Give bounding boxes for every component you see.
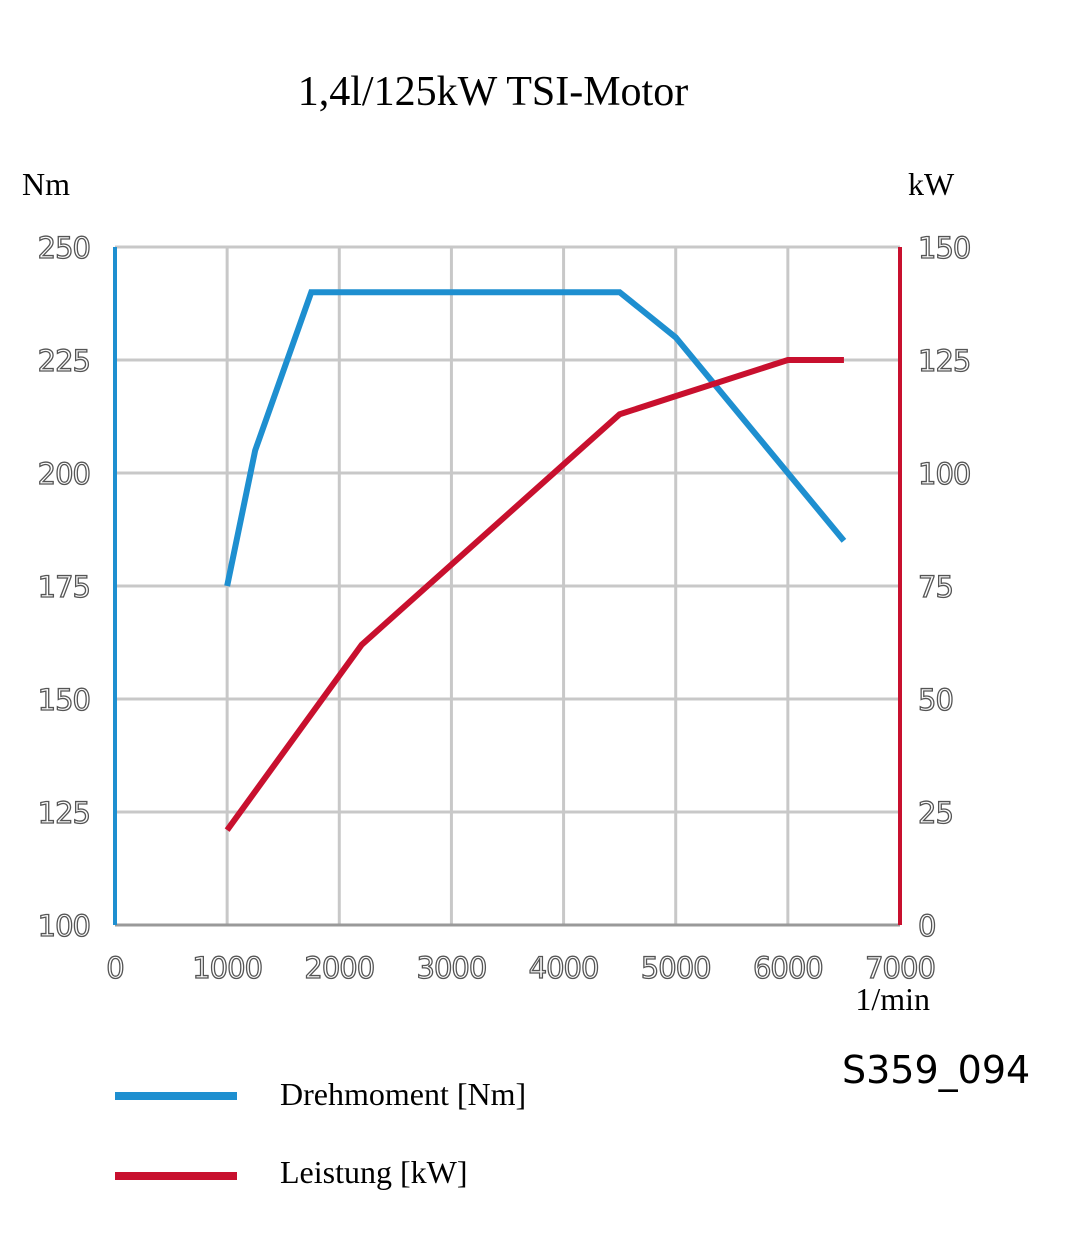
- y-right-tick-label: 75: [918, 570, 953, 604]
- x-tick-label: 6000: [753, 951, 823, 985]
- y-right-tick-label: 125: [918, 344, 970, 378]
- y-right-tick-label: 25: [918, 796, 953, 830]
- figure-id: S359_094: [842, 1048, 1030, 1092]
- y-left-tick-label: 100: [38, 909, 90, 943]
- y-left-label: Nm: [22, 166, 70, 202]
- y-left-tick-label: 200: [38, 457, 90, 491]
- torque-line: [224, 289, 847, 587]
- y-right-tick-label: 100: [918, 457, 970, 491]
- y-left-tick-label: 175: [38, 570, 90, 604]
- x-tick-label: 4000: [529, 951, 599, 985]
- x-tick-label: 7000: [865, 951, 935, 985]
- x-tick-label: 2000: [304, 951, 374, 985]
- y-left-tick-label: 250: [38, 231, 90, 265]
- x-tick-label: 1000: [192, 951, 262, 985]
- chart-title: 1,4l/125kW TSI-Motor: [298, 69, 688, 115]
- y-left-tick-label: 150: [38, 683, 90, 717]
- x-axis-label: 1/min: [855, 981, 930, 1017]
- y-right-tick-label: 150: [918, 231, 970, 265]
- y-right-tick-label: 50: [918, 683, 953, 717]
- x-tick-label: 5000: [641, 951, 711, 985]
- legend-label-power: Leistung [kW]: [280, 1154, 468, 1190]
- y-right-label: kW: [908, 166, 955, 202]
- x-tick-label: 0: [106, 951, 123, 985]
- y-left-tick-label: 125: [38, 796, 90, 830]
- power-line: [224, 357, 844, 832]
- y-right-tick-label: 0: [918, 909, 935, 943]
- y-left-tick-label: 225: [38, 344, 90, 378]
- x-tick-label: 3000: [417, 951, 487, 985]
- legend-label-torque: Drehmoment [Nm]: [280, 1076, 526, 1112]
